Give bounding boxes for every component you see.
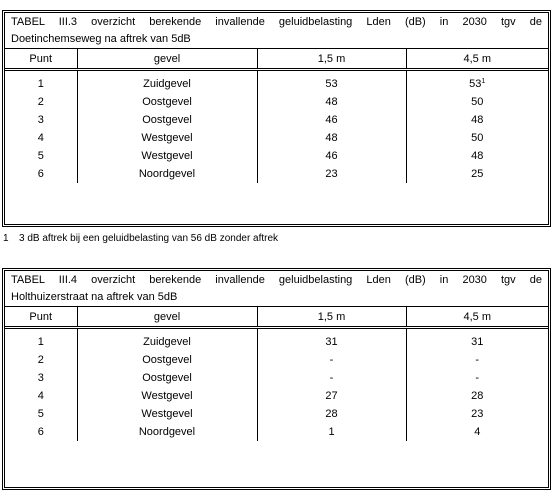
cell-1-5m: - — [257, 351, 407, 369]
cell-gevel: Westgevel — [77, 387, 258, 405]
caption-line-2: Doetinchemseweg na aftrek van 5dB — [11, 33, 191, 45]
cell-punt: 1 — [5, 69, 78, 93]
table-row: 4 Westgevel 48 50 — [5, 129, 548, 147]
cell-gevel: Noordgevel — [77, 165, 258, 183]
table-iii-4: TABEL III.4 overzicht berekende invallen… — [2, 268, 551, 490]
cell-1-5m: - — [257, 369, 407, 387]
table-iii-3: TABEL III.3 overzicht berekende invallen… — [2, 10, 551, 227]
table-row: 6 Noordgevel 23 25 — [5, 165, 548, 183]
footnote: 1 3 dB aftrek bij een geluidbelasting van… — [3, 233, 278, 244]
table-row: 2 Oostgevel 48 50 — [5, 93, 548, 111]
cell-punt: 2 — [5, 93, 78, 111]
header-height-1-5: 1,5 m — [257, 307, 407, 329]
table-row: 4 Westgevel 27 28 — [5, 387, 548, 405]
cell-gevel: Westgevel — [77, 147, 258, 165]
table-caption: TABEL III.3 overzicht berekende invallen… — [5, 13, 548, 49]
data-table: Punt gevel 1,5 m 4,5 m 1 Zuidgevel 53 53… — [5, 49, 548, 183]
cell-value: 53 — [469, 78, 482, 90]
cell-punt: 3 — [5, 111, 78, 129]
cell-4-5m: 48 — [471, 114, 484, 126]
header-gevel: gevel — [77, 49, 258, 71]
cell-punt: 6 — [5, 165, 78, 183]
cell-1-5m: 53 — [257, 69, 407, 93]
cell-gevel: Oostgevel — [77, 93, 258, 111]
cell-1-5m: 28 — [257, 405, 407, 423]
cell-punt: 1 — [5, 327, 78, 351]
cell-gevel: Oostgevel — [77, 369, 258, 387]
cell-punt: 5 — [5, 405, 78, 423]
footnote-number: 1 — [3, 233, 9, 244]
cell-1-5m: 48 — [257, 129, 407, 147]
table-row: 5 Westgevel 28 23 — [5, 405, 548, 423]
cell-gevel: Westgevel — [77, 129, 258, 147]
table-row: 3 Oostgevel - - — [5, 369, 548, 387]
cell-4-5m: - — [475, 354, 480, 366]
table-row: 5 Westgevel 46 48 — [5, 147, 548, 165]
cell-gevel: Noordgevel — [77, 423, 258, 441]
caption-line-1: TABEL III.3 overzicht berekende invallen… — [11, 16, 542, 28]
cell-4-5m: 48 — [471, 150, 484, 162]
header-gevel: gevel — [77, 307, 258, 329]
cell-1-5m: 48 — [257, 93, 407, 111]
table-caption: TABEL III.4 overzicht berekende invallen… — [5, 271, 548, 307]
cell-4-5m: - — [475, 372, 480, 384]
cell-1-5m: 1 — [257, 423, 407, 441]
cell-punt: 5 — [5, 147, 78, 165]
cell-4-5m: 50 — [471, 96, 484, 108]
cell-punt: 6 — [5, 423, 78, 441]
cell-4-5m: 31 — [471, 336, 484, 348]
header-row: Punt gevel 1,5 m 4,5 m — [5, 307, 548, 329]
cell-1-5m: 23 — [257, 165, 407, 183]
footnote-marker: 1 — [481, 78, 486, 85]
caption-line-1: TABEL III.4 overzicht berekende invallen… — [11, 274, 542, 286]
data-table: Punt gevel 1,5 m 4,5 m 1 Zuidgevel 31 31… — [5, 307, 548, 441]
cell-gevel: Zuidgevel — [77, 69, 258, 93]
header-punt: Punt — [5, 307, 78, 329]
cell-punt: 4 — [5, 387, 78, 405]
cell-1-5m: 46 — [257, 111, 407, 129]
table-row: 1 Zuidgevel 53 531 — [5, 69, 548, 94]
cell-4-5m: 28 — [471, 390, 484, 402]
cell-4-5m: 23 — [471, 408, 484, 420]
cell-4-5m: 25 — [471, 168, 484, 180]
table-row: 2 Oostgevel - - — [5, 351, 548, 369]
cell-punt: 4 — [5, 129, 78, 147]
cell-4-5m: 531 — [406, 70, 548, 94]
cell-gevel: Oostgevel — [77, 111, 258, 129]
table-row: 3 Oostgevel 46 48 — [5, 111, 548, 129]
header-row: Punt gevel 1,5 m 4,5 m — [5, 49, 548, 71]
cell-4-5m: 50 — [471, 132, 484, 144]
cell-1-5m: 31 — [257, 327, 407, 351]
cell-gevel: Oostgevel — [77, 351, 258, 369]
footnote-text: 3 dB aftrek bij een geluidbelasting van … — [19, 233, 279, 244]
caption-line-2: Holthuizerstraat na aftrek van 5dB — [11, 291, 178, 303]
table-row: 6 Noordgevel 1 4 — [5, 423, 548, 441]
cell-punt: 2 — [5, 351, 78, 369]
cell-4-5m: 4 — [474, 426, 481, 438]
cell-1-5m: 27 — [257, 387, 407, 405]
cell-1-5m: 46 — [257, 147, 407, 165]
header-height-4-5: 4,5 m — [406, 307, 548, 329]
header-height-1-5: 1,5 m — [257, 49, 407, 71]
cell-punt: 3 — [5, 369, 78, 387]
cell-gevel: Zuidgevel — [77, 327, 258, 351]
cell-gevel: Westgevel — [77, 405, 258, 423]
header-punt: Punt — [5, 49, 78, 71]
table-row: 1 Zuidgevel 31 31 — [5, 327, 548, 351]
header-height-4-5: 4,5 m — [406, 49, 548, 71]
